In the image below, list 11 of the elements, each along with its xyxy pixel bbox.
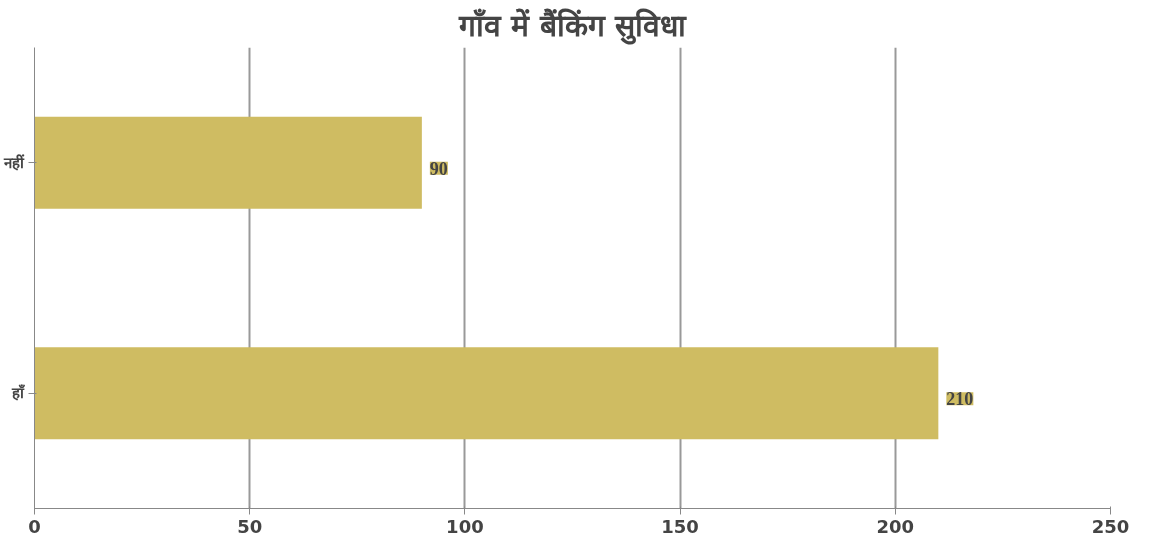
data-label: 210 (946, 389, 974, 410)
data-label: 90 (429, 158, 448, 179)
x-tick-label: 250 (1091, 515, 1130, 537)
y-tick-label: हाँ (10, 384, 26, 403)
x-tick-label: 0 (28, 515, 41, 537)
x-tick-label: 50 (237, 515, 263, 537)
chart-title: गाँव में बैंकिंग सुविधा (457, 7, 688, 45)
x-tick-label: 200 (876, 515, 915, 537)
x-tick-label: 150 (661, 515, 699, 537)
y-tick-label: नहीं (2, 153, 25, 172)
x-tick-label: 100 (446, 515, 484, 537)
